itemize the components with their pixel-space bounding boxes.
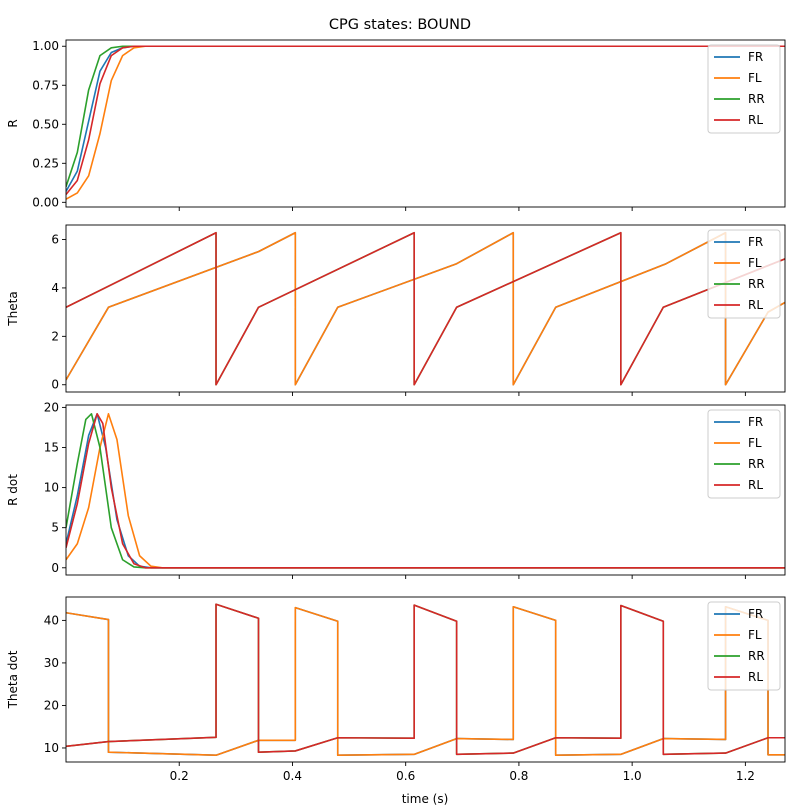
y-tick-label: 0.00 — [32, 195, 59, 209]
legend-box — [707, 44, 781, 134]
legend-label-rl: RL — [748, 298, 763, 312]
subplot-R: 0.00 0.25 0.50 0.75 1.00 R FR FL RR RL — [6, 39, 786, 211]
y-tick-label: 20 — [44, 698, 59, 712]
y-tick-label: 40 — [44, 613, 59, 627]
y-axis-label: Theta dot — [6, 650, 20, 709]
y-tick-label: 0 — [51, 378, 59, 392]
y-tick-label: 0.25 — [32, 156, 59, 170]
axes-frame — [65, 404, 786, 576]
legend-box — [707, 409, 781, 499]
legend-label-fr: FR — [748, 415, 763, 429]
subplot-Theta: 0 2 4 6 Theta FR FL RR RL — [6, 224, 786, 396]
y-tick-label: 5 — [51, 521, 59, 535]
y-tick-label: 30 — [44, 656, 59, 670]
subplots: 0.000.250.500.751.00RFRFLRRRL0246ThetaFR… — [6, 39, 786, 783]
legend-box — [707, 229, 781, 319]
legend: FR FL RR RL — [707, 601, 781, 691]
series-group — [66, 45, 785, 200]
y-tick-label: 10 — [44, 741, 59, 755]
y-tick-label: 2 — [51, 329, 59, 343]
y-axis-label: R dot — [6, 474, 20, 506]
series-line-rr — [66, 413, 785, 569]
legend-label-rr: RR — [748, 649, 765, 663]
series-line-fl — [66, 413, 785, 569]
legend-label-fr: FR — [748, 607, 763, 621]
y-tick-label: 6 — [51, 233, 59, 247]
legend-label-fr: FR — [748, 50, 763, 64]
y-tick-label: 15 — [44, 441, 59, 455]
legend: FR FL RR RL — [707, 229, 781, 319]
y-tick-label: 4 — [51, 281, 59, 295]
x-tick-label: 1.2 — [736, 769, 755, 783]
x-tick-label: 0.4 — [283, 769, 302, 783]
subplot-Thetadot: 10 20 30 40 0.2 0.4 0.6 0.8 1.0 1.2 Theta dot FR FL R… — [6, 596, 786, 783]
y-tick-label: 10 — [44, 481, 59, 495]
legend-label-rl: RL — [748, 670, 763, 684]
x-tick-label: 1.0 — [623, 769, 642, 783]
subplot-Rdot: 0 5 10 15 20 R dot FR FL RR RL — [6, 400, 786, 579]
series-group — [66, 413, 785, 569]
y-axis-label: R — [6, 119, 20, 127]
legend-label-fl: FL — [748, 256, 762, 270]
series-line-rl — [66, 45, 785, 196]
legend-label-rr: RR — [748, 92, 765, 106]
axes-frame — [65, 224, 786, 393]
x-tick-label: 0.2 — [170, 769, 189, 783]
y-tick-label: 1.00 — [32, 39, 59, 53]
legend: FR FL RR RL — [707, 44, 781, 134]
y-tick-label: 0 — [51, 561, 59, 575]
y-tick-label: 0.50 — [32, 117, 59, 131]
chart-title: CPG states: BOUND — [329, 17, 471, 33]
y-tick-label: 0.75 — [32, 78, 59, 92]
series-line-rl — [66, 603, 785, 756]
x-tick-label: 0.6 — [396, 769, 415, 783]
y-tick-label: 20 — [44, 400, 59, 414]
legend-label-fl: FL — [748, 71, 762, 85]
series-line-fl — [66, 231, 785, 386]
legend-label-fl: FL — [748, 436, 762, 450]
legend-label-fr: FR — [748, 235, 763, 249]
legend-label-fl: FL — [748, 628, 762, 642]
legend: FR FL RR RL — [707, 409, 781, 499]
legend-label-rr: RR — [748, 277, 765, 291]
legend-label-rl: RL — [748, 478, 763, 492]
legend-box — [707, 601, 781, 691]
legend-label-rr: RR — [748, 457, 765, 471]
series-line-rl — [66, 413, 785, 569]
axes-frame — [65, 39, 786, 208]
x-tick-label: 0.8 — [509, 769, 528, 783]
series-line-rl — [66, 231, 785, 386]
axes-frame — [65, 596, 786, 763]
x-axis-label: time (s) — [402, 792, 449, 806]
series-group — [66, 231, 785, 386]
y-axis-label: Theta — [6, 291, 20, 326]
legend-label-rl: RL — [748, 113, 763, 127]
